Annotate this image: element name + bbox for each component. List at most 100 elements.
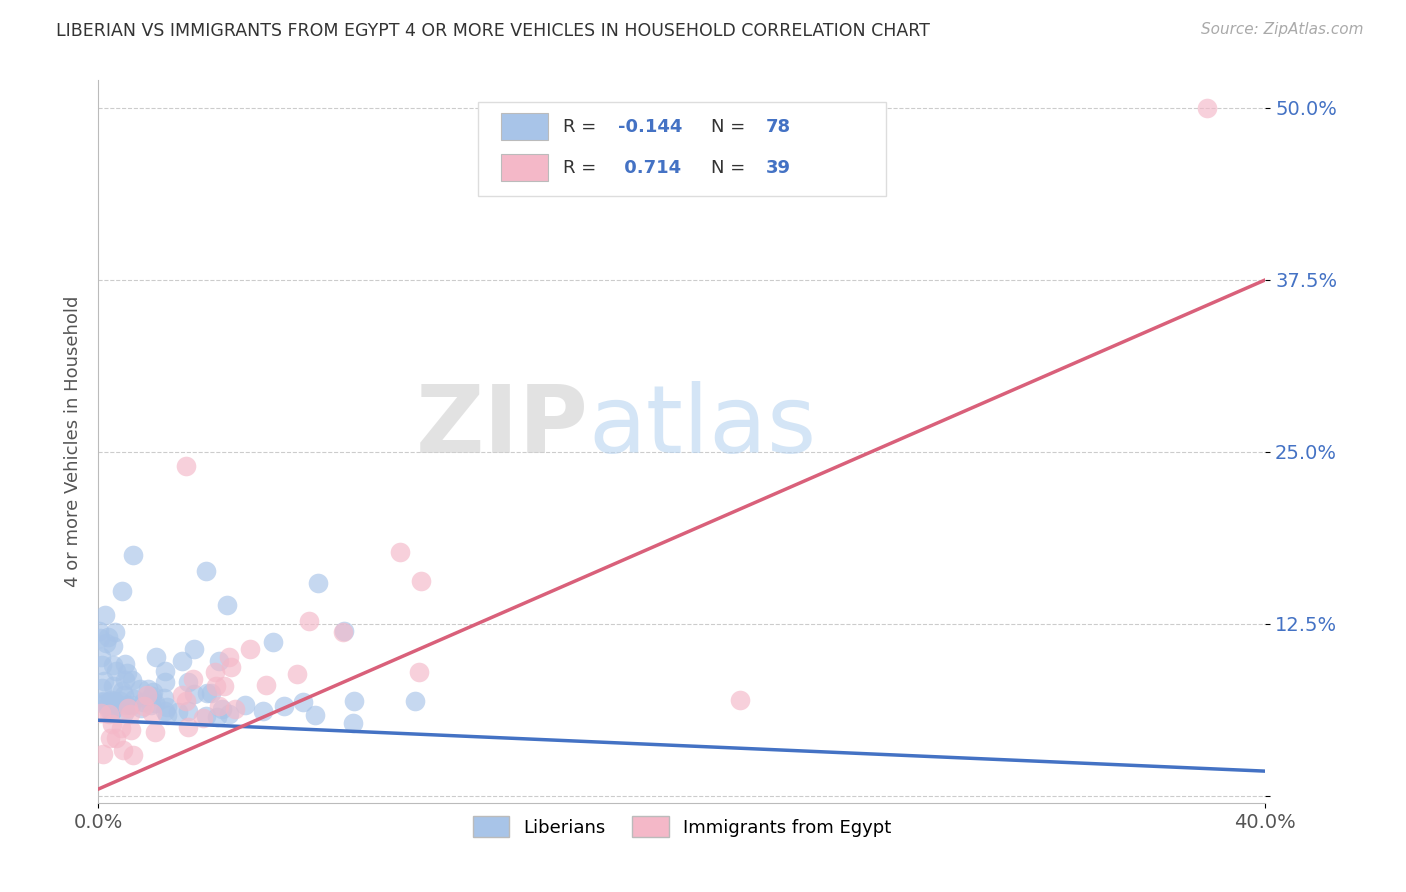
Point	[136, 681, 159, 696]
Point	[129, 701, 152, 715]
Text: R =: R =	[562, 118, 602, 136]
Point	[120, 707, 142, 722]
Point	[94, 636, 117, 650]
Point	[93, 674, 115, 689]
Point	[342, 715, 364, 730]
Point	[307, 575, 329, 590]
Point	[208, 698, 231, 713]
Point	[98, 703, 121, 717]
Point	[156, 700, 179, 714]
Point	[110, 584, 132, 599]
Point	[205, 709, 228, 723]
Point	[100, 705, 122, 719]
Point	[122, 747, 145, 762]
Point	[101, 657, 124, 672]
Point	[273, 699, 295, 714]
Text: N =: N =	[711, 159, 751, 177]
Point	[124, 692, 146, 706]
FancyBboxPatch shape	[501, 112, 548, 140]
Point	[101, 704, 124, 718]
Point	[191, 711, 214, 725]
Point	[121, 673, 143, 687]
Point	[110, 694, 132, 708]
Point	[195, 686, 218, 700]
Point	[183, 641, 205, 656]
Point	[93, 697, 115, 711]
Point	[121, 548, 143, 562]
FancyBboxPatch shape	[501, 154, 548, 181]
Point	[285, 666, 308, 681]
Point	[111, 743, 134, 757]
Point	[104, 625, 127, 640]
Point	[166, 706, 188, 720]
Point	[114, 657, 136, 671]
Point	[153, 705, 176, 719]
Text: LIBERIAN VS IMMIGRANTS FROM EGYPT 4 OR MORE VEHICLES IN HOUSEHOLD CORRELATION CH: LIBERIAN VS IMMIGRANTS FROM EGYPT 4 OR M…	[56, 22, 931, 40]
Y-axis label: 4 or more Vehicles in Household: 4 or more Vehicles in Household	[63, 296, 82, 587]
Text: Source: ZipAtlas.com: Source: ZipAtlas.com	[1201, 22, 1364, 37]
Point	[204, 679, 226, 693]
Point	[115, 665, 138, 680]
Point	[104, 664, 127, 678]
Point	[145, 649, 167, 664]
Point	[1195, 101, 1218, 115]
Point	[219, 660, 242, 674]
Point	[103, 639, 125, 653]
Point	[177, 674, 200, 689]
Point	[200, 686, 222, 700]
Point	[91, 747, 114, 762]
Point	[104, 731, 127, 746]
Point	[233, 698, 256, 713]
Point	[141, 706, 163, 720]
Point	[120, 698, 142, 712]
Point	[112, 688, 135, 702]
Point	[176, 694, 198, 708]
Point	[120, 723, 142, 737]
Point	[409, 574, 432, 589]
Point	[172, 689, 194, 703]
Point	[111, 683, 134, 698]
Point	[218, 706, 240, 721]
Point	[239, 642, 262, 657]
Point	[145, 724, 167, 739]
Point	[195, 565, 218, 579]
Point	[730, 692, 752, 706]
Point	[153, 690, 176, 705]
Point	[153, 675, 176, 690]
Point	[292, 696, 315, 710]
Point	[101, 716, 124, 731]
Point	[177, 720, 200, 734]
Point	[252, 704, 274, 718]
Point	[97, 630, 120, 644]
Point	[408, 665, 430, 679]
Point	[145, 696, 167, 710]
Point	[142, 685, 165, 699]
Text: 78: 78	[766, 118, 792, 136]
Point	[208, 654, 231, 668]
Point	[90, 706, 112, 721]
Point	[304, 708, 326, 723]
Point	[404, 694, 426, 708]
Point	[98, 695, 121, 709]
Point	[211, 701, 233, 715]
Text: 0.714: 0.714	[617, 159, 681, 177]
Point	[141, 689, 163, 703]
Legend: Liberians, Immigrants from Egypt: Liberians, Immigrants from Egypt	[465, 809, 898, 845]
Point	[172, 653, 194, 667]
Text: R =: R =	[562, 159, 602, 177]
Point	[155, 664, 177, 678]
Point	[87, 624, 110, 639]
Point	[389, 545, 412, 559]
Point	[195, 708, 218, 723]
Point	[298, 614, 321, 628]
Point	[132, 695, 155, 709]
Point	[128, 682, 150, 697]
Point	[217, 599, 239, 613]
Point	[333, 624, 356, 639]
Point	[139, 698, 162, 713]
Point	[214, 679, 236, 693]
Point	[332, 624, 354, 639]
Point	[98, 731, 121, 746]
Point	[114, 698, 136, 713]
Point	[103, 679, 125, 693]
